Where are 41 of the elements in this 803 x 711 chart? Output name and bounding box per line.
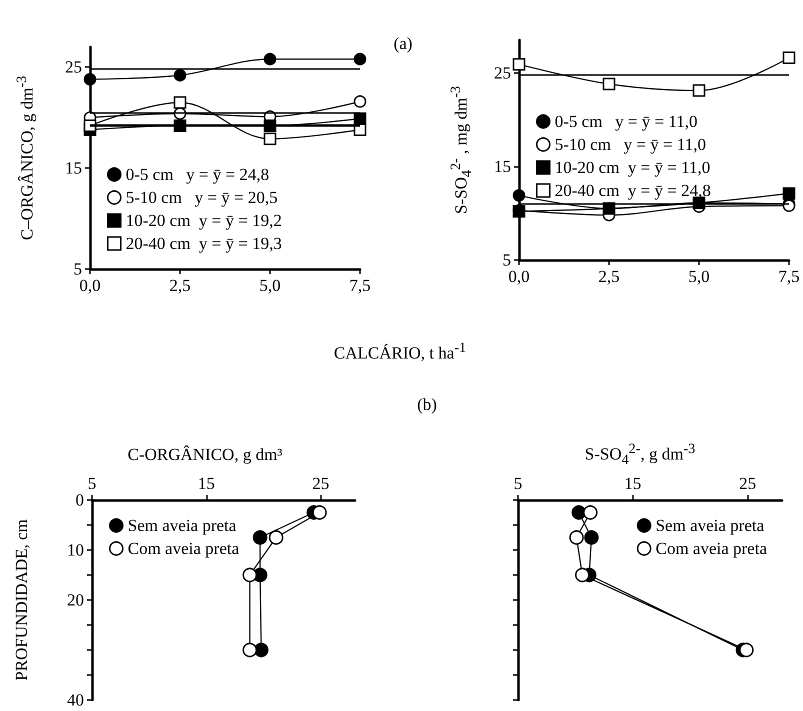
x-tick-label: 5 <box>88 474 96 493</box>
y-tick-label: 15 <box>65 158 82 178</box>
x-tick-label: 0,0 <box>79 276 101 295</box>
x-tick-label: 5,0 <box>259 276 281 295</box>
x-tick-label: 7,5 <box>778 267 800 286</box>
legend-label: 20-40 cm y = ȳ = 19,3 <box>126 234 282 253</box>
x-tick-label: 5,0 <box>688 267 710 286</box>
legend-label: 5-10 cm y = ȳ = 20,5 <box>126 188 278 207</box>
y-tick-label: 40 <box>67 690 84 710</box>
x-tick-label: 15 <box>198 474 215 493</box>
legend-label: 10-20 cm y = ȳ = 19,2 <box>126 211 282 230</box>
legend-label: 0-5 cm y = ȳ = 11,0 <box>554 112 698 131</box>
x-axis-title: C-ORGÂNICO, g dm³ <box>128 444 282 466</box>
y-tick-label: 25 <box>65 58 82 77</box>
legend-label: Sem aveia preta <box>656 516 765 535</box>
x-axis-title: CALCÁRIO, t ha$^{-1}$ <box>334 340 466 364</box>
y-tick-label: 15 <box>494 156 511 176</box>
legend-label: Sem aveia preta <box>128 516 237 535</box>
legend-label: 5-10 cm y = ȳ = 11,0 <box>554 135 706 154</box>
x-tick-label: 15 <box>624 474 642 493</box>
x-tick-label: 2,5 <box>598 267 620 286</box>
chart-title: (a) <box>394 34 412 54</box>
y-tick-label: 0 <box>76 490 84 510</box>
x-tick-label: 25 <box>739 474 756 493</box>
x-axis-title: S-SO$_{4}$$^{2-}$, g dm$^{-3}$ <box>584 440 696 470</box>
x-tick-label: 25 <box>312 474 330 493</box>
legend-label: 20-40 cm y = ȳ = 24,8 <box>554 181 711 200</box>
legend-label: 10-20 cm y = ȳ = 11,0 <box>554 158 710 177</box>
legend-label: Com aveia preta <box>128 539 240 558</box>
legend-label: Com aveia preta <box>656 539 768 558</box>
x-tick-label: 7,5 <box>349 276 371 295</box>
y-tick-label: 25 <box>494 63 511 82</box>
legend-label: 0-5 cm y = ȳ = 24,8 <box>126 165 270 184</box>
x-tick-label: 0,0 <box>508 267 530 286</box>
x-tick-label: 2,5 <box>169 276 191 295</box>
y-tick-label: 5 <box>502 250 511 270</box>
y-tick-label: 20 <box>67 590 84 610</box>
x-tick-label: 5 <box>514 474 522 493</box>
y-axis-title: PROFUNDIDADE, cm <box>12 519 32 681</box>
y-tick-label: 10 <box>67 540 84 560</box>
chart-title: (b) <box>417 394 437 416</box>
